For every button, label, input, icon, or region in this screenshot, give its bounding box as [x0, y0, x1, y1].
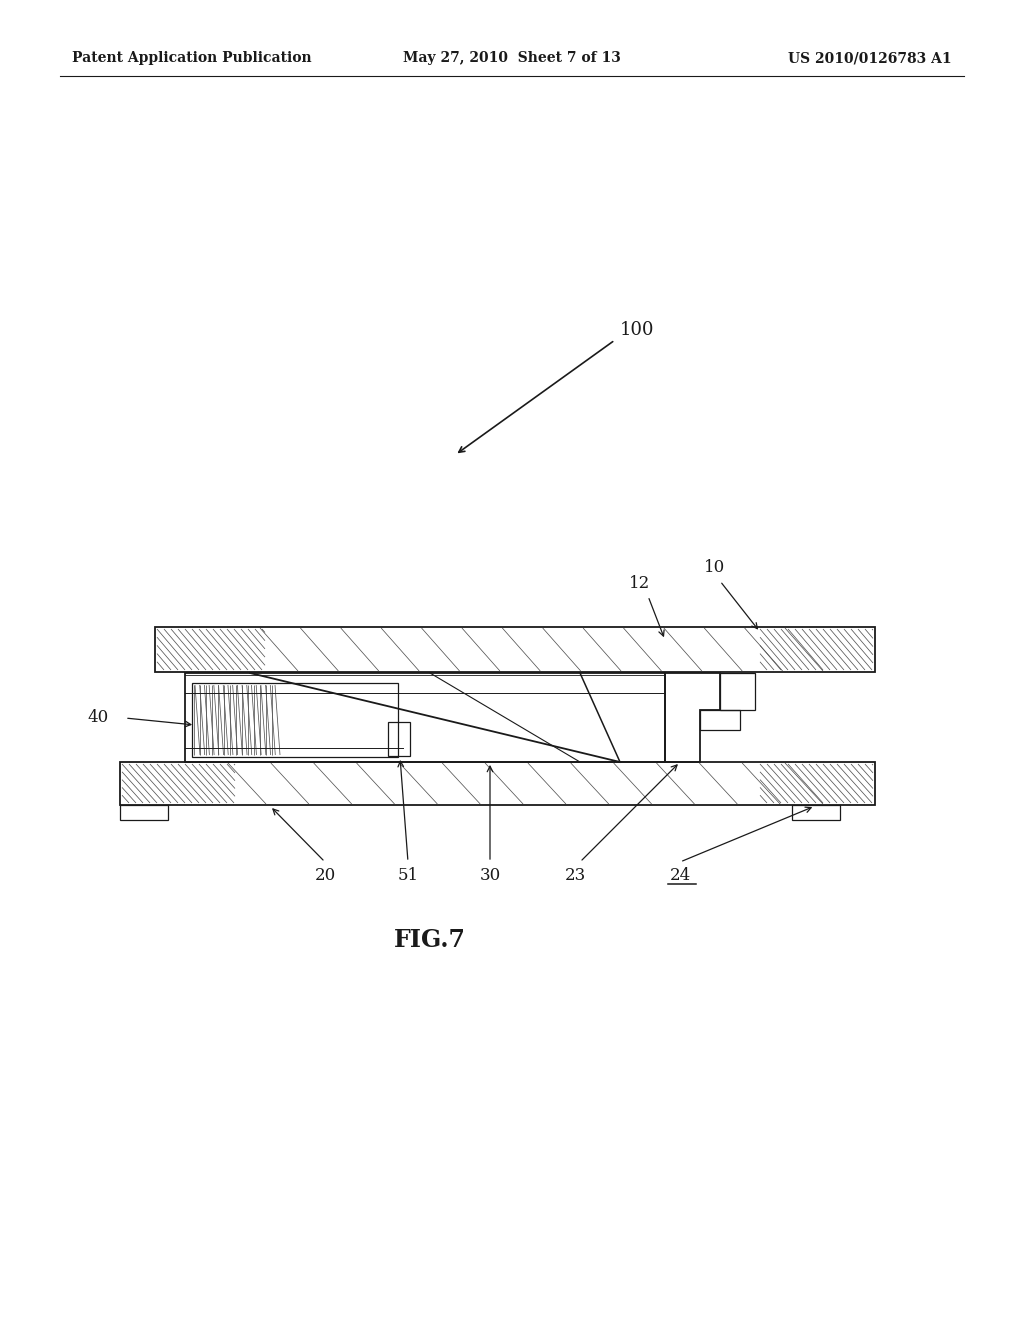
Text: 30: 30 [479, 866, 501, 883]
Text: 12: 12 [630, 574, 650, 591]
Text: May 27, 2010  Sheet 7 of 13: May 27, 2010 Sheet 7 of 13 [403, 51, 621, 65]
Text: Patent Application Publication: Patent Application Publication [72, 51, 311, 65]
Text: 24: 24 [670, 866, 690, 883]
Text: FIG.7: FIG.7 [394, 928, 466, 952]
Bar [388, 722, 410, 756]
Text: 100: 100 [620, 321, 654, 339]
Bar [185, 673, 665, 762]
Text: 10: 10 [705, 560, 726, 577]
Text: 40: 40 [87, 710, 109, 726]
Text: 20: 20 [314, 866, 336, 883]
Bar [720, 673, 755, 710]
Bar [155, 627, 874, 672]
Text: 51: 51 [397, 866, 419, 883]
Bar [792, 805, 840, 820]
Bar [193, 682, 398, 756]
Bar [700, 710, 740, 730]
Text: 23: 23 [564, 866, 586, 883]
Text: US 2010/0126783 A1: US 2010/0126783 A1 [788, 51, 952, 65]
Bar [120, 805, 168, 820]
Bar [120, 762, 874, 805]
